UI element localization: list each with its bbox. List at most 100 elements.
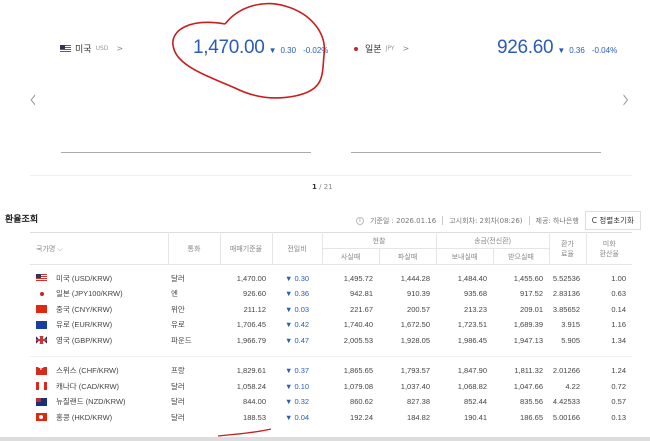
- card-country: 미국: [75, 45, 92, 55]
- group-divider: [30, 348, 632, 357]
- cell-fee-rate: 5.52536: [552, 273, 580, 283]
- cell-wire-receive: 186.65: [520, 412, 543, 422]
- cell-base-rate: 1,706.45: [236, 320, 266, 330]
- cell-diff: ▼ 0.03: [284, 304, 310, 314]
- cell-cash-buy: 1,740.40: [343, 320, 373, 330]
- cell-diff: ▼ 0.10: [284, 381, 310, 391]
- down-arrow-icon: ▼: [557, 46, 566, 55]
- cell-wire-send: 190.41: [464, 412, 487, 422]
- cell-wire-receive: 1,811.32: [514, 366, 543, 376]
- cell-fee-rate: 3.85652: [552, 304, 580, 314]
- header-wire: 송금(전신환): [435, 232, 549, 249]
- cell-diff: ▼ 0.47: [284, 335, 310, 345]
- table-row[interactable]: 미국 (USD/KRW) 달러 1,470.00 ▼ 0.30 1,495.72 1,44…: [30, 271, 632, 287]
- cell-wire-send: 1,847.90: [457, 366, 487, 376]
- cell-cash-buy: 192.24: [350, 412, 373, 422]
- cell-currency: 유로: [171, 320, 185, 330]
- ca-flag-icon: [36, 382, 47, 391]
- cell-currency: 파운드: [171, 335, 192, 345]
- cell-fee-rate: 2.83136: [552, 289, 580, 299]
- cell-cash-sell: 1,928.05: [400, 335, 430, 345]
- cell-wire-receive: 209.01: [520, 304, 543, 314]
- cell-wire-receive: 917.52: [520, 289, 543, 299]
- cell-base-rate: 211.12: [243, 304, 266, 314]
- header-base-rate: 매매기준율: [219, 232, 272, 265]
- header-usd-rate: 미화 환산율: [585, 232, 632, 265]
- card-usd-chart-baseline: [61, 152, 311, 153]
- cell-cash-sell: 1,444.28: [400, 273, 430, 283]
- cell-currency: 달러: [171, 273, 185, 283]
- cn-flag-icon: [36, 305, 47, 314]
- cell-wire-receive: 1,047.66: [513, 381, 543, 391]
- cell-usd-rate: 0.13: [611, 412, 626, 422]
- card-jpy-chart-baseline: [351, 152, 601, 153]
- horizontal-scrollbar[interactable]: [0, 437, 650, 441]
- info-icon[interactable]: i: [356, 216, 364, 225]
- country-name[interactable]: 뉴질랜드 (NZD/KRW): [56, 397, 126, 407]
- country-name[interactable]: 중국 (CNY/KRW): [56, 304, 113, 314]
- country-name[interactable]: 캐나다 (CAD/KRW): [56, 381, 120, 391]
- table-row[interactable]: 뉴질랜드 (NZD/KRW) 달러 844.00 ▼ 0.32 860.62 827.38…: [30, 394, 632, 410]
- cell-currency: 달러: [171, 381, 185, 391]
- chevron-right-icon: >: [116, 44, 124, 53]
- cell-cash-sell: 1,037.40: [400, 381, 430, 391]
- cell-cash-buy: 860.62: [350, 397, 373, 407]
- cell-fee-rate: 2.01266: [552, 366, 580, 376]
- cell-base-rate: 1,966.79: [236, 335, 266, 345]
- cell-wire-send: 1,484.40: [457, 273, 487, 283]
- header-country-sort[interactable]: 국가명 ⌵: [30, 232, 168, 265]
- cell-cash-buy: 1,079.08: [343, 381, 373, 391]
- cell-cash-sell: 910.39: [407, 289, 430, 299]
- prev-arrow-button[interactable]: ‹: [29, 81, 37, 115]
- card-code: USD: [95, 45, 109, 52]
- table-row[interactable]: 홍콩 (HKD/KRW) 달러 188.53 ▼ 0.04 192.24 184.82 19…: [30, 410, 632, 426]
- table-row[interactable]: 영국 (GBP/KRW) 파운드 1,966.79 ▼ 0.47 2,005.53 1,9…: [30, 333, 632, 349]
- cell-currency: 위안: [171, 304, 185, 314]
- country-name[interactable]: 영국 (GBP/KRW): [56, 335, 113, 345]
- cell-diff: ▼ 0.36: [284, 289, 310, 299]
- cell-base-rate: 1,058.24: [236, 381, 266, 391]
- notice-round: 고시회차: 2회차(08:26): [449, 216, 523, 225]
- country-name[interactable]: 유로 (EUR/KRW): [56, 320, 113, 330]
- cell-wire-send: 1,986.45: [457, 335, 487, 345]
- pager: 1 / 21: [312, 183, 333, 191]
- rate-change-pct: -0.04%: [591, 46, 618, 55]
- cell-diff: ▼ 0.30: [284, 273, 310, 283]
- table-row[interactable]: 유로 (EUR/KRW) 유로 1,706.45 ▼ 0.42 1,740.40 1,67…: [30, 317, 632, 333]
- country-name[interactable]: 홍콩 (HKD/KRW): [56, 412, 113, 422]
- cell-usd-rate: 1.34: [611, 335, 626, 345]
- card-usd-link[interactable]: 미국 USD >: [60, 42, 123, 55]
- country-name[interactable]: 미국 (USD/KRW): [56, 273, 113, 283]
- card-jpy-link[interactable]: 일본 JPY >: [350, 42, 409, 55]
- cell-usd-rate: 0.72: [611, 381, 626, 391]
- card-usd-rate: 1,470.00 ▼ 0.30 -0.02%: [193, 37, 328, 59]
- cell-base-rate: 1,470.00: [236, 273, 266, 283]
- cell-cash-sell: 827.38: [407, 397, 430, 407]
- next-arrow-button[interactable]: ›: [622, 81, 630, 115]
- refresh-icon: C: [591, 216, 600, 225]
- header-cash-sell: 파실때: [378, 248, 436, 265]
- table-row[interactable]: 캐나다 (CAD/KRW) 달러 1,058.24 ▼ 0.10 1,079.08 1,0…: [30, 379, 632, 395]
- cell-usd-rate: 1.24: [611, 366, 626, 376]
- country-name[interactable]: 스위스 (CHF/KRW): [56, 366, 119, 376]
- reset-sort-button[interactable]: C 정렬초기화: [584, 211, 641, 230]
- cell-base-rate: 844.00: [243, 397, 266, 407]
- cell-cash-buy: 2,005.53: [343, 335, 373, 345]
- header-diff: 전일비: [271, 232, 322, 265]
- header-currency: 통화: [167, 232, 220, 265]
- cell-cash-sell: 184.82: [407, 412, 430, 422]
- table-row[interactable]: 일본 (JPY100/KRW) 엔 926.60 ▼ 0.36 942.81 910.39…: [30, 286, 632, 302]
- red-underline-annotation: [217, 428, 272, 437]
- rate-meta: i 기준일 : 2026.01.16 고시회차: 2회차(08:26) 제공: …: [356, 211, 641, 230]
- divider: [30, 175, 632, 176]
- table-row[interactable]: 스위스 (CHF/KRW) 프랑 1,829.61 ▼ 0.37 1,865.65 1,7…: [30, 363, 632, 379]
- country-name[interactable]: 일본 (JPY100/KRW): [56, 289, 123, 299]
- cell-diff: ▼ 0.42: [284, 320, 310, 330]
- cell-cash-sell: 1,793.57: [400, 366, 430, 376]
- cell-currency: 엔: [171, 289, 178, 299]
- header-wire-send: 보내실때: [435, 248, 493, 265]
- table-row[interactable]: 중국 (CNY/KRW) 위안 211.12 ▼ 0.03 221.67 200.57 21…: [30, 302, 632, 318]
- jp-flag-icon: [36, 290, 47, 298]
- cell-diff: ▼ 0.32: [284, 397, 310, 407]
- cell-usd-rate: 0.63: [611, 289, 626, 299]
